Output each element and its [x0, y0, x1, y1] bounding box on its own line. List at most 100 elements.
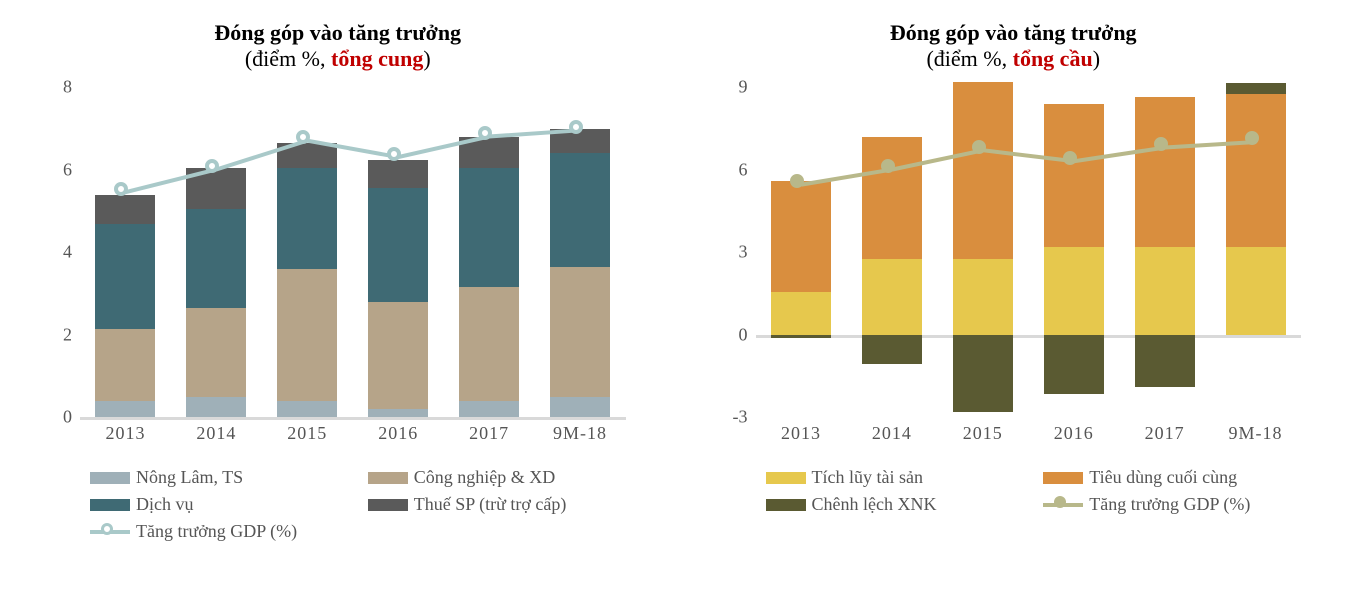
x-tick-label: 2013	[781, 417, 821, 444]
legend-item: Tiêu dùng cuối cùng	[1043, 467, 1321, 488]
right-chart-area: -30369201320142015201620179M-18	[706, 82, 1322, 452]
bar-segment	[186, 168, 246, 209]
bar-segment	[95, 224, 155, 329]
legend-line-swatch	[90, 530, 130, 534]
bar-segment	[459, 168, 519, 288]
right-subtitle-prefix: (điểm %,	[926, 46, 1012, 71]
legend-label: Tăng trưởng GDP (%)	[136, 521, 297, 542]
line-marker	[1245, 131, 1259, 145]
bar-segment	[862, 335, 922, 364]
bar-segment	[1044, 104, 1104, 247]
legend-item: Dịch vụ	[90, 494, 368, 515]
bar-group	[771, 87, 831, 417]
legend-label: Dịch vụ	[136, 494, 194, 515]
x-tick-label: 2013	[105, 417, 145, 444]
bar-segment	[95, 401, 155, 418]
bar-segment	[459, 401, 519, 418]
y-tick-label: 0	[63, 407, 80, 428]
legend-swatch	[766, 472, 806, 484]
line-marker	[478, 126, 492, 140]
bar-segment	[1226, 247, 1286, 335]
bar-group	[862, 87, 922, 417]
x-tick-label: 2014	[196, 417, 236, 444]
legend-label: Tăng trưởng GDP (%)	[1089, 494, 1250, 515]
bar-group	[186, 87, 246, 417]
bar-segment	[953, 82, 1013, 259]
bar-segment	[550, 397, 610, 418]
bar-segment	[953, 335, 1013, 412]
bar-segment	[95, 329, 155, 401]
bar-segment	[95, 195, 155, 224]
legend-label: Tiêu dùng cuối cùng	[1089, 467, 1237, 488]
bar-segment	[186, 209, 246, 308]
bar-segment	[862, 137, 922, 259]
baseline	[80, 417, 626, 420]
left-panel: Đóng góp vào tăng trưởng (điểm %, tổng c…	[0, 0, 676, 615]
right-plot: -30369201320142015201620179M-18	[756, 87, 1302, 417]
bar-segment	[1226, 83, 1286, 94]
legend-line-swatch	[1043, 503, 1083, 507]
bar-segment	[953, 259, 1013, 335]
line-marker	[790, 174, 804, 188]
left-legend: Nông Lâm, TSCông nghiệp & XDDịch vụThuế …	[90, 467, 646, 548]
left-subtitle-prefix: (điểm %,	[245, 46, 331, 71]
right-legend: Tích lũy tài sảnTiêu dùng cuối cùngChênh…	[766, 467, 1322, 521]
legend-swatch	[90, 472, 130, 484]
bar-segment	[368, 302, 428, 409]
bar-segment	[1044, 247, 1104, 335]
bar-segment	[277, 401, 337, 418]
bar-group	[1135, 87, 1195, 417]
bar-segment	[771, 181, 831, 292]
left-plot: 02468201320142015201620179M-18	[80, 87, 626, 417]
bar-segment	[368, 188, 428, 301]
bar-segment	[771, 292, 831, 335]
line-marker	[569, 120, 583, 134]
x-tick-label: 2016	[1054, 417, 1094, 444]
legend-swatch	[368, 472, 408, 484]
legend-item: Thuế SP (trừ trợ cấp)	[368, 494, 646, 515]
bar-segment	[459, 137, 519, 168]
line-marker	[1063, 151, 1077, 165]
legend-label: Thuế SP (trừ trợ cấp)	[414, 494, 567, 515]
line-marker	[387, 147, 401, 161]
bar-group	[1044, 87, 1104, 417]
x-tick-label: 2016	[378, 417, 418, 444]
right-subtitle: (điểm %, tổng cầu)	[706, 46, 1322, 72]
y-tick-label: 4	[63, 242, 80, 263]
legend-item: Công nghiệp & XD	[368, 467, 646, 488]
left-subtitle-suffix: )	[423, 46, 430, 71]
legend-item: Chênh lệch XNK	[766, 494, 1044, 515]
x-tick-label: 2015	[963, 417, 1003, 444]
bar-segment	[368, 160, 428, 189]
right-subtitle-red: tổng cầu	[1013, 46, 1093, 71]
line-overlay	[756, 87, 1302, 417]
bar-segment	[277, 143, 337, 168]
line-marker	[972, 140, 986, 154]
right-title: Đóng góp vào tăng trưởng	[706, 20, 1322, 46]
right-subtitle-suffix: )	[1093, 46, 1100, 71]
legend-swatch	[766, 499, 806, 511]
y-tick-label: 6	[739, 159, 756, 180]
bar-segment	[862, 259, 922, 335]
bar-group	[368, 87, 428, 417]
legend-item-line: Tăng trưởng GDP (%)	[90, 521, 368, 542]
bar-segment	[1135, 247, 1195, 335]
line-overlay	[80, 87, 626, 417]
x-tick-label: 9M-18	[1229, 417, 1283, 444]
left-subtitle-red: tổng cung	[331, 46, 423, 71]
x-tick-label: 2017	[1145, 417, 1185, 444]
x-tick-label: 2014	[872, 417, 912, 444]
x-tick-label: 2015	[287, 417, 327, 444]
legend-swatch	[368, 499, 408, 511]
baseline	[756, 335, 1302, 338]
bar-segment	[1226, 94, 1286, 247]
legend-label: Công nghiệp & XD	[414, 467, 556, 488]
bar-segment	[277, 168, 337, 269]
left-chart-area: 02468201320142015201620179M-18	[30, 82, 646, 452]
chart-container: Đóng góp vào tăng trưởng (điểm %, tổng c…	[0, 0, 1351, 615]
bar-group	[953, 87, 1013, 417]
legend-label: Chênh lệch XNK	[812, 494, 937, 515]
y-tick-label: 9	[739, 77, 756, 98]
bar-segment	[1135, 97, 1195, 247]
bar-segment	[550, 153, 610, 266]
